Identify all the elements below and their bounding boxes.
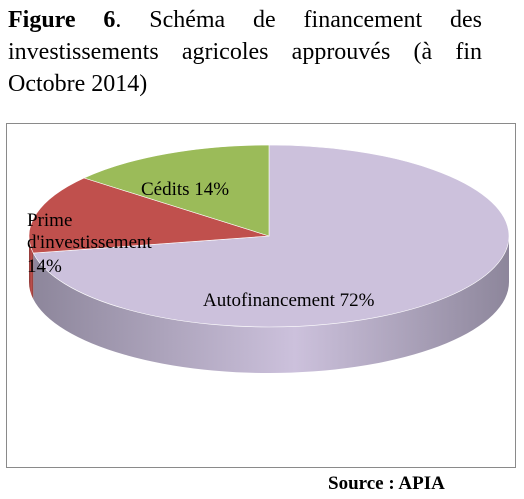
pie-slice-autofinancement — [32, 144, 510, 328]
pie-side-0 — [33, 236, 509, 373]
slice-label-prime-line2: d'investissement — [27, 232, 152, 253]
figure-caption: Figure 6. Schéma de financement des inve… — [8, 4, 482, 100]
pie-slice-c-dits — [83, 144, 270, 237]
pie-side-1 — [29, 236, 34, 300]
figure-label: Figure 6 — [8, 7, 116, 33]
slice-label-autofinancement: Autofinancement 72% — [203, 290, 375, 311]
chart-area: Autofinancement 72% Cédits 14% Prime d'i… — [6, 123, 516, 468]
source-note: Source : APIA — [328, 473, 445, 494]
pie-slice-prime-d-investissement — [28, 177, 270, 254]
slice-label-prime-line1: Prime — [27, 210, 73, 231]
slice-label-prime-line3: 14% — [27, 256, 62, 277]
slice-label-credits: Cédits 14% — [141, 179, 230, 200]
figure-title: . Schéma de financement des investisseme… — [8, 7, 482, 97]
pie-chart — [28, 144, 510, 373]
